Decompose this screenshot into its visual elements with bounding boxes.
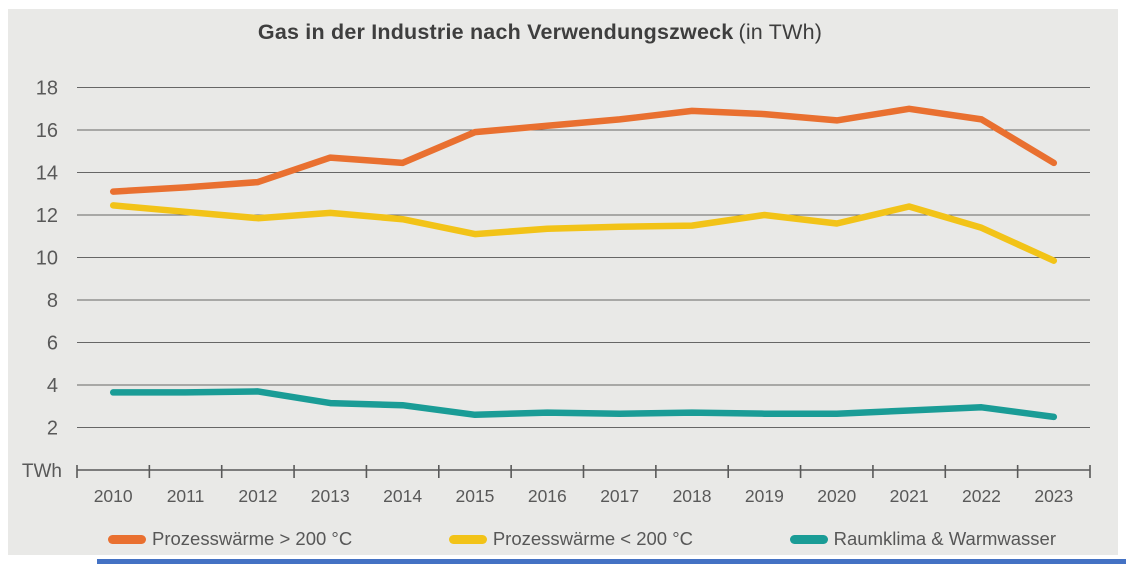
y-axis-label: 6: [47, 333, 58, 355]
y-axis-label: 8: [47, 290, 58, 312]
x-axis-label: 2020: [817, 486, 856, 506]
y-axis-label: 18: [36, 78, 58, 100]
legend-swatch: [789, 534, 828, 544]
legend-item: Raumklima & Warmwasser: [789, 528, 1056, 550]
chart-title-unit: (in TWh): [738, 20, 823, 44]
y-axis-label: 2: [47, 418, 58, 440]
x-axis-label: 2021: [890, 486, 929, 506]
chart-title-main: Gas in der Industrie nach Verwendungszwe…: [257, 20, 734, 44]
x-axis-label: 2014: [383, 486, 422, 506]
x-axis-label: 2023: [1034, 486, 1073, 506]
legend-label: Raumklima & Warmwasser: [833, 528, 1056, 549]
y-axis-label: 12: [36, 205, 58, 227]
axis-unit-label: TWh: [22, 461, 62, 482]
y-axis-label: 10: [36, 248, 58, 270]
legend-label: Prozesswärme < 200 °C: [492, 528, 693, 549]
series-line: [109, 388, 1058, 421]
x-axis-label: 2016: [528, 486, 567, 506]
y-axis-label: 14: [36, 163, 58, 185]
legend-swatch: [448, 534, 487, 544]
chart-title: Gas in der Industrie nach Verwendungszwe…: [0, 20, 1080, 45]
x-axis-label: 2019: [745, 486, 784, 506]
x-axis-label: 2010: [94, 486, 133, 506]
bottom-rule: [97, 559, 1126, 564]
x-axis-label: 2012: [238, 486, 277, 506]
series-line: [109, 105, 1058, 195]
chart-panel: [8, 9, 1118, 555]
legend-label: Prozesswärme > 200 °C: [152, 528, 353, 549]
legend-swatch: [108, 534, 146, 544]
x-axis-label: 2018: [673, 486, 712, 506]
y-axis-label: 16: [36, 120, 58, 142]
y-axis-label: 4: [47, 375, 58, 397]
legend-item: Prozesswärme < 200 °C: [448, 528, 693, 550]
x-axis-label: 2015: [455, 486, 494, 506]
legend-item: Prozesswärme > 200 °C: [108, 528, 352, 550]
x-axis-label: 2022: [962, 486, 1001, 506]
x-axis-label: 2017: [600, 486, 639, 506]
x-axis-label: 2011: [167, 486, 205, 506]
x-axis-label: 2013: [311, 486, 350, 506]
chart-legend: Prozesswärme > 200 °C Prozesswärme < 200 …: [108, 528, 1056, 550]
series-line: [109, 202, 1058, 264]
